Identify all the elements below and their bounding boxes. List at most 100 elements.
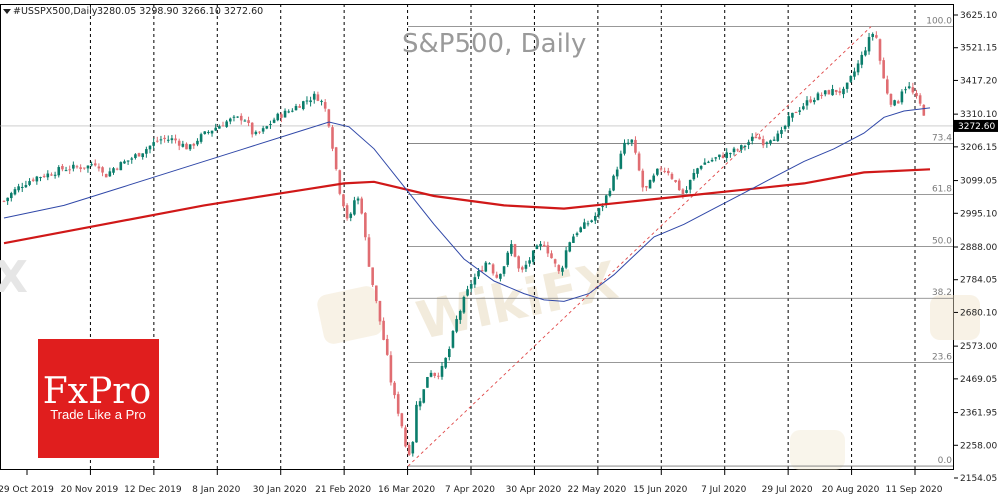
- candle-body: [915, 92, 918, 97]
- candle-body: [805, 100, 809, 106]
- candle-body: [696, 168, 699, 174]
- candle-body: [451, 331, 455, 348]
- candle-body: [323, 102, 327, 109]
- candle-body: [221, 125, 225, 127]
- candle-body: [637, 153, 641, 171]
- candle-body: [816, 93, 820, 101]
- candle-body: [415, 404, 418, 443]
- date-tick-label: 7 Apr 2020: [445, 485, 495, 495]
- candle-body: [250, 122, 254, 135]
- candle-body: [371, 267, 374, 285]
- date-tick-label: 29 Oct 2019: [0, 485, 54, 495]
- candle-body: [156, 140, 159, 142]
- candle-body: [473, 277, 477, 285]
- candle-body: [64, 170, 68, 172]
- candle-body: [907, 86, 911, 89]
- candle-body: [579, 227, 582, 233]
- candle-body: [875, 35, 878, 38]
- logo-brand: FxPro: [43, 371, 151, 412]
- header-arrow-icon: [3, 9, 11, 14]
- fib-level-label: 61.8: [932, 184, 952, 194]
- candle-body: [794, 112, 798, 114]
- candle-body: [853, 71, 856, 77]
- watermark-logo-right: [930, 295, 980, 340]
- candle-body: [50, 174, 53, 176]
- candle-body: [192, 143, 196, 146]
- candle-body: [422, 389, 426, 403]
- candle-body: [418, 401, 422, 407]
- candle-body: [239, 115, 243, 121]
- candle-body: [802, 106, 805, 110]
- fibonacci-levels: 100.0 73.4 61.8 50.0 38.2 23.6 0.0: [0, 17, 953, 467]
- candle-body: [196, 140, 199, 145]
- candle-body: [535, 245, 539, 250]
- candle-body: [878, 39, 882, 61]
- candle-body: [407, 444, 411, 455]
- chart-header: #USSPX500,Daily 3280.05 3298.90 3266.10 …: [3, 6, 586, 59]
- candle-body: [181, 143, 185, 147]
- candle-body: [46, 173, 50, 178]
- candle-body: [134, 154, 137, 158]
- candle-body: [911, 87, 915, 93]
- candle-body: [258, 131, 261, 133]
- candle-body: [670, 173, 674, 179]
- candle-body: [542, 244, 546, 247]
- candle-body: [349, 213, 353, 218]
- candle-body: [787, 116, 791, 127]
- candle-body: [659, 168, 663, 170]
- candle-body: [389, 355, 393, 383]
- date-tick-label: 11 Sep 2020: [885, 485, 942, 495]
- candle-body: [608, 190, 612, 196]
- candle-body: [510, 244, 513, 254]
- candle-body: [564, 250, 568, 268]
- date-tick-label: 15 Jun 2020: [633, 485, 687, 495]
- candle-body: [174, 138, 177, 141]
- candle-body: [433, 372, 436, 376]
- candles: [2, 31, 926, 457]
- candle-body: [236, 116, 239, 118]
- candle-body: [550, 253, 553, 259]
- date-tick-label: 16 Mar 2020: [378, 485, 435, 495]
- candle-body: [594, 215, 597, 221]
- candle-body: [159, 139, 163, 141]
- candle-body: [334, 147, 338, 170]
- candle-body: [750, 136, 754, 141]
- watermark-logo-bottom: [790, 430, 845, 470]
- candle-body: [674, 180, 677, 182]
- candle-body: [754, 136, 758, 139]
- candle-body: [104, 174, 108, 178]
- candle-body: [842, 88, 845, 95]
- candle-body: [207, 131, 210, 133]
- date-tick-label: 7 Jul 2020: [701, 485, 746, 495]
- candle-body: [714, 157, 718, 159]
- candle-body: [656, 168, 659, 175]
- candle-body: [677, 180, 681, 191]
- candle-body: [780, 130, 783, 134]
- date-tick-label: 30 Apr 2020: [506, 485, 562, 495]
- candle-body: [385, 338, 389, 355]
- candle-body: [269, 123, 272, 125]
- candle-body: [904, 89, 907, 91]
- candle-body: [918, 95, 922, 104]
- candle-body: [115, 168, 119, 170]
- candle-body: [404, 427, 407, 447]
- candle-body: [568, 242, 572, 252]
- candle-body: [882, 60, 885, 79]
- candle-body: [272, 119, 276, 123]
- candle-body: [772, 139, 776, 141]
- candle-body: [210, 130, 214, 134]
- candle-body: [218, 126, 221, 129]
- candle-body: [90, 164, 93, 166]
- candle-body: [506, 252, 509, 265]
- candle-body: [615, 169, 619, 177]
- candle-body: [360, 198, 363, 214]
- candle-body: [856, 63, 860, 73]
- candle-body: [331, 127, 334, 149]
- candle-body: [382, 320, 385, 340]
- candle-body: [652, 175, 655, 182]
- candle-body: [583, 222, 586, 229]
- candle-body: [601, 206, 604, 208]
- candle-body: [597, 208, 601, 216]
- candle-body: [101, 167, 104, 173]
